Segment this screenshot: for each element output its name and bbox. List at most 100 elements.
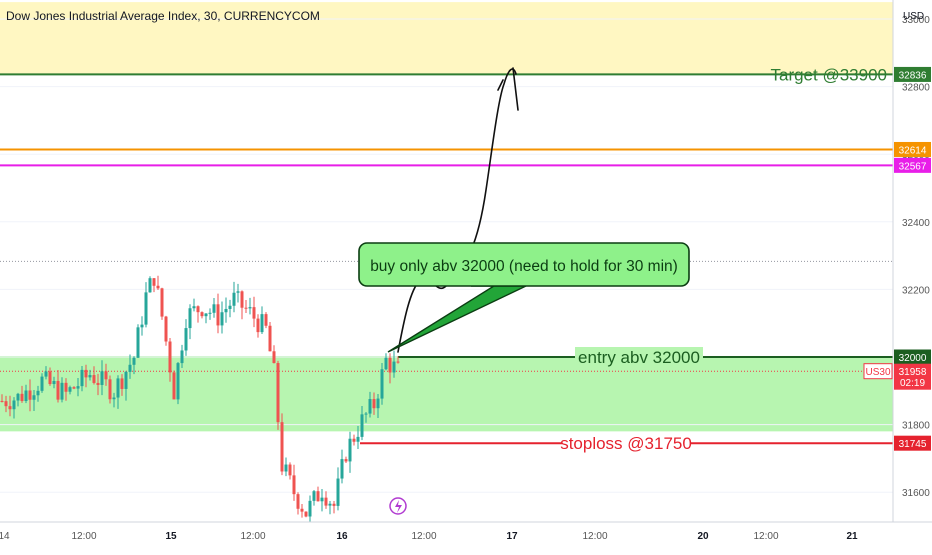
candle-up: [68, 387, 72, 392]
candle-up: [188, 308, 192, 329]
candle-up: [16, 393, 20, 401]
candle-up: [236, 291, 240, 293]
candle-up: [100, 371, 104, 385]
candle-down: [300, 508, 304, 512]
candle-down: [332, 503, 336, 506]
candle-down: [352, 438, 356, 442]
stoploss-label: stoploss @31750: [560, 434, 692, 453]
candle-up: [228, 305, 232, 309]
candle-up: [376, 398, 380, 409]
symbol-badge-box: [863, 363, 893, 380]
target-zone: [0, 2, 893, 75]
price-label-countdown: 02:19: [900, 378, 925, 389]
candle-up: [184, 328, 188, 351]
price-label-box: [894, 157, 931, 173]
price-axis-background: [893, 0, 932, 550]
candle-down: [256, 318, 260, 333]
symbol-title: Dow Jones Industrial Average Index, 30, …: [6, 9, 320, 23]
candle-down: [292, 475, 296, 495]
entry-label-background: [575, 347, 703, 367]
projection-arrowhead: [497, 67, 519, 111]
candle-up: [384, 357, 388, 370]
y-tick-label: 32400: [902, 218, 930, 229]
candle-up: [360, 414, 364, 437]
candle-up: [88, 375, 92, 378]
candle-up: [52, 380, 56, 385]
candle-up: [176, 363, 180, 400]
candle-down: [240, 291, 244, 308]
candle-down: [172, 372, 176, 400]
candle-down: [160, 288, 164, 317]
candle-up: [144, 292, 148, 325]
candle-up: [136, 327, 140, 358]
candle-up: [248, 307, 252, 309]
callout-text: buy only abv 32000 (need to hold for 30 …: [370, 258, 678, 275]
target-label: Target @33900: [770, 65, 887, 84]
candle-down: [104, 371, 108, 380]
x-tick-label: 12:00: [753, 531, 778, 542]
candle-up: [192, 306, 196, 309]
candle-down: [92, 375, 96, 383]
price-label-box: [894, 141, 931, 157]
candle-down: [164, 316, 168, 342]
candle-up: [44, 371, 48, 377]
price-label-box: [894, 349, 931, 365]
candle-up: [348, 438, 352, 462]
callout-box: [358, 242, 690, 287]
candle-up: [328, 503, 332, 506]
candle-down: [344, 459, 348, 462]
y-tick-label: 33000: [902, 15, 930, 26]
candle-up: [212, 304, 216, 313]
price-label: 32000: [899, 353, 927, 364]
y-tick-label: 31600: [902, 488, 930, 499]
price-label: 31745: [899, 439, 927, 450]
candle-up: [392, 361, 396, 373]
time-axis-background: [0, 522, 932, 550]
x-tick-label: 16: [336, 531, 348, 542]
candle-down: [304, 511, 308, 517]
x-tick-label: 12:00: [71, 531, 96, 542]
x-tick-label: 17: [506, 531, 518, 542]
candle-up: [224, 308, 228, 313]
candle-down: [316, 491, 320, 502]
candle-down: [4, 401, 8, 407]
candle-down: [28, 390, 32, 400]
candle-down: [216, 304, 220, 326]
price-label: 32567: [899, 161, 927, 172]
candle-up: [232, 292, 236, 306]
candle-up: [80, 369, 84, 387]
candle-down: [152, 278, 156, 286]
candle-down: [56, 380, 60, 400]
x-tick-label: 12:00: [411, 531, 436, 542]
candle-down: [324, 497, 328, 506]
candle-up: [340, 459, 344, 479]
symbol-badge: US30: [865, 367, 890, 378]
candle-down: [272, 351, 276, 364]
entry-zone: [0, 355, 893, 432]
y-tick-label: 32200: [902, 285, 930, 296]
candle-down: [196, 306, 200, 313]
price-label: 31958: [899, 367, 927, 378]
candle-down: [268, 325, 272, 352]
candle-up: [12, 400, 16, 410]
candle-up: [148, 278, 152, 293]
candle-up: [128, 364, 132, 372]
candle-up: [364, 413, 368, 415]
price-label: 32836: [899, 70, 927, 81]
candle-down: [64, 382, 68, 392]
price-label-box: [894, 363, 931, 390]
lightning-glyph: [395, 500, 402, 513]
x-tick-label: 12:00: [240, 531, 265, 542]
x-tick-label: 12:00: [582, 531, 607, 542]
candle-down: [168, 341, 172, 373]
candle-up: [208, 312, 212, 314]
candle-down: [252, 307, 256, 319]
candle-down: [96, 382, 100, 385]
candle-down: [388, 357, 392, 373]
candle-up: [204, 313, 208, 317]
candle-down: [108, 379, 112, 400]
candle-up: [356, 436, 360, 442]
candle-down: [280, 422, 284, 472]
